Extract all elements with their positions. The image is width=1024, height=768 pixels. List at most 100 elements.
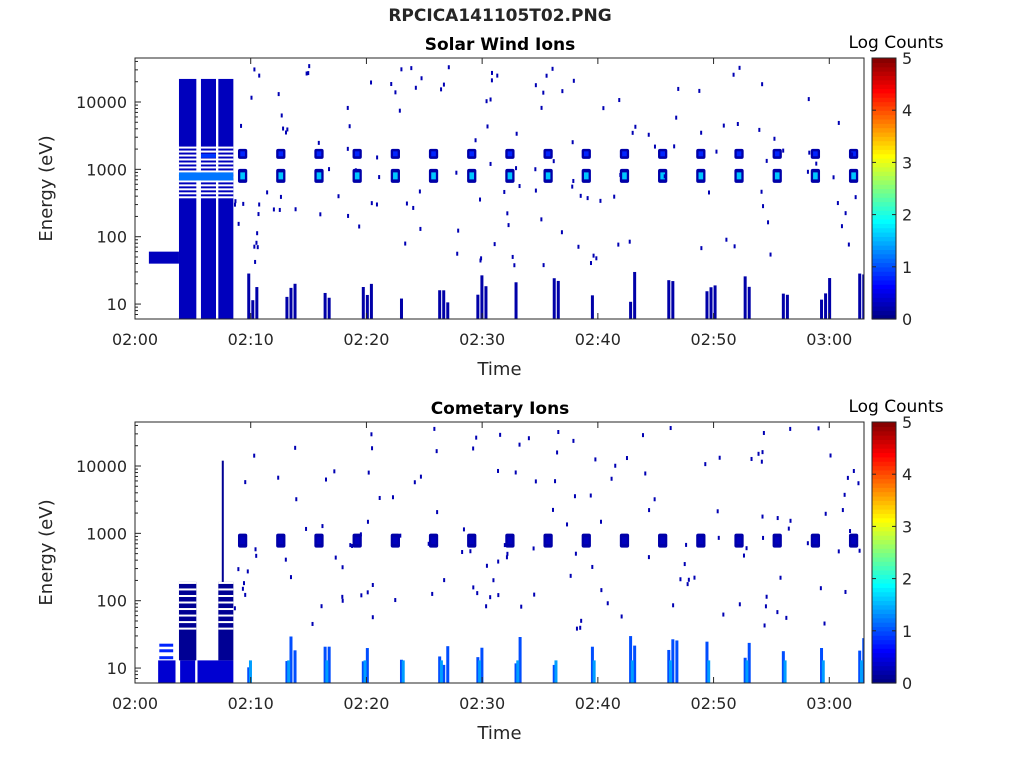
solar-wind-colorbar-cell: [872, 288, 896, 294]
solar-wind-cb-tick-label: 5: [902, 49, 912, 68]
solar-wind-noise-dot: [534, 188, 537, 193]
cometary-low-column-bright: [745, 660, 749, 683]
solar-wind-beam-core: [545, 151, 551, 157]
cometary-colorbar-cell: [872, 565, 896, 571]
solar-wind-xtick-label: 02:40: [575, 330, 621, 349]
solar-wind-noise-dot: [595, 256, 598, 261]
cometary-noise-dot: [762, 430, 765, 435]
solar-wind-noise-dot: [489, 97, 492, 102]
solar-wind-low-column: [293, 283, 297, 319]
solar-wind-colorbar-cell: [872, 292, 896, 298]
solar-wind-colorbar-cell: [872, 279, 896, 285]
cometary-noise-dot: [394, 598, 397, 603]
solar-wind-colorbar-cell: [872, 310, 896, 316]
solar-wind-noise-dot: [496, 73, 499, 78]
solar-wind-colorbar-cell: [872, 62, 896, 68]
cometary-mid-stripe: [218, 608, 234, 611]
solar-wind-noise-dot: [493, 242, 496, 247]
cometary-colorbar-cell: [872, 556, 896, 562]
solar-wind-noise-dot: [653, 144, 656, 149]
cometary-noise-dot: [277, 475, 280, 480]
solar-wind-noise-dot: [515, 166, 518, 171]
solar-wind-dense-column: [218, 78, 234, 319]
solar-wind-plot-area: [135, 58, 864, 319]
solar-wind-noise-dot: [284, 130, 287, 135]
solar-wind-ytick-label: 1000: [86, 160, 127, 179]
cometary-mid-stripe: [178, 608, 197, 611]
cometary-noise-dot: [367, 470, 370, 475]
cometary-spike: [221, 460, 224, 582]
cometary-colorbar-cell: [872, 526, 896, 532]
solar-wind-low-column: [862, 274, 864, 319]
solar-wind-colorbar-cell: [872, 192, 896, 198]
solar-wind-cb-tick-label: 4: [902, 101, 912, 120]
solar-wind-noise-dot: [370, 80, 373, 85]
solar-wind-low-column: [399, 298, 403, 319]
cometary-colorbar-cell: [872, 448, 896, 454]
solar-wind-noise-dot: [551, 66, 554, 71]
solar-wind-noise-dot: [258, 73, 261, 78]
cometary-noise-dot: [533, 592, 536, 597]
cometary-noise-dot: [366, 590, 369, 595]
cometary-noise-dot: [284, 557, 287, 562]
solar-wind-colorbar-cell: [872, 284, 896, 290]
solar-wind-beam-core: [469, 172, 475, 180]
cometary-noise-dot: [497, 468, 500, 473]
solar-wind-noise-dot: [851, 152, 854, 157]
cometary-noise-dot: [685, 542, 688, 547]
solar-wind-colorbar-cell: [872, 301, 896, 307]
solar-wind-noise-dot: [761, 82, 764, 87]
solar-wind-noise-dot: [237, 221, 240, 226]
solar-wind-beam-core: [278, 172, 284, 180]
cometary-low-column-bright: [592, 660, 596, 683]
cometary-colorbar-cell: [872, 504, 896, 510]
cometary-noise-dot: [620, 614, 623, 619]
solar-wind-block-stripe: [159, 150, 234, 153]
cometary-noise-dot: [776, 516, 779, 521]
cometary-low-column: [820, 648, 824, 683]
cometary-colorbar-cell: [872, 622, 896, 628]
cometary-cb-tick-label: 2: [902, 570, 912, 589]
solar-wind-beam-core: [240, 172, 245, 180]
cometary-colorbar-cell: [872, 439, 896, 445]
solar-wind-noise-dot: [305, 71, 308, 76]
cometary-beam-core: [278, 537, 284, 545]
cometary-low-column-bright: [325, 660, 329, 683]
cometary-low-column: [747, 642, 751, 683]
solar-wind-noise-dot: [722, 123, 725, 128]
solar-wind-colorbar-cell: [872, 245, 896, 250]
cometary-noise-dot: [572, 438, 575, 443]
cometary-low-column: [293, 650, 297, 683]
cometary-noise-dot: [427, 541, 430, 546]
cometary-noise-dot: [391, 495, 394, 500]
solar-wind-colorbar-cell: [872, 92, 896, 98]
cometary-low-column: [590, 646, 594, 683]
cometary-noise-dot: [683, 562, 686, 567]
solar-wind-noise-dot: [240, 123, 243, 128]
cometary-colorbar-cell: [872, 609, 896, 614]
cometary-noise-dot: [789, 518, 792, 523]
cometary-low-column: [633, 645, 637, 683]
solar-wind-noise-dot: [346, 146, 349, 151]
solar-wind-noise-dot: [234, 199, 237, 204]
solar-wind-noise-dot: [511, 254, 514, 259]
cometary-noise-dot: [349, 543, 352, 548]
cometary-cb-tick-label: 0: [902, 674, 912, 693]
cometary-noise-dot: [789, 426, 792, 431]
solar-wind-noise-dot: [485, 99, 488, 104]
cometary-beam-core: [660, 537, 665, 545]
cometary-noise-dot: [419, 474, 422, 479]
solar-wind-noise-dot: [479, 197, 482, 202]
solar-wind-low-column: [866, 276, 869, 319]
solar-wind-noise-dot: [586, 196, 589, 201]
cometary-low-column-bright: [630, 660, 634, 683]
solar-wind-block-lowband: [148, 251, 179, 264]
cometary-colorbar-cell: [872, 456, 896, 462]
solar-wind-dense-column: [200, 78, 216, 319]
solar-wind-noise-dot: [266, 190, 269, 195]
solar-wind-noise-dot: [836, 201, 839, 206]
cometary-mid-stripe: [178, 588, 197, 591]
cometary-noise-dot: [485, 604, 488, 609]
cometary-noise-dot: [497, 593, 500, 598]
cometary-mid-stripe: [218, 627, 234, 630]
